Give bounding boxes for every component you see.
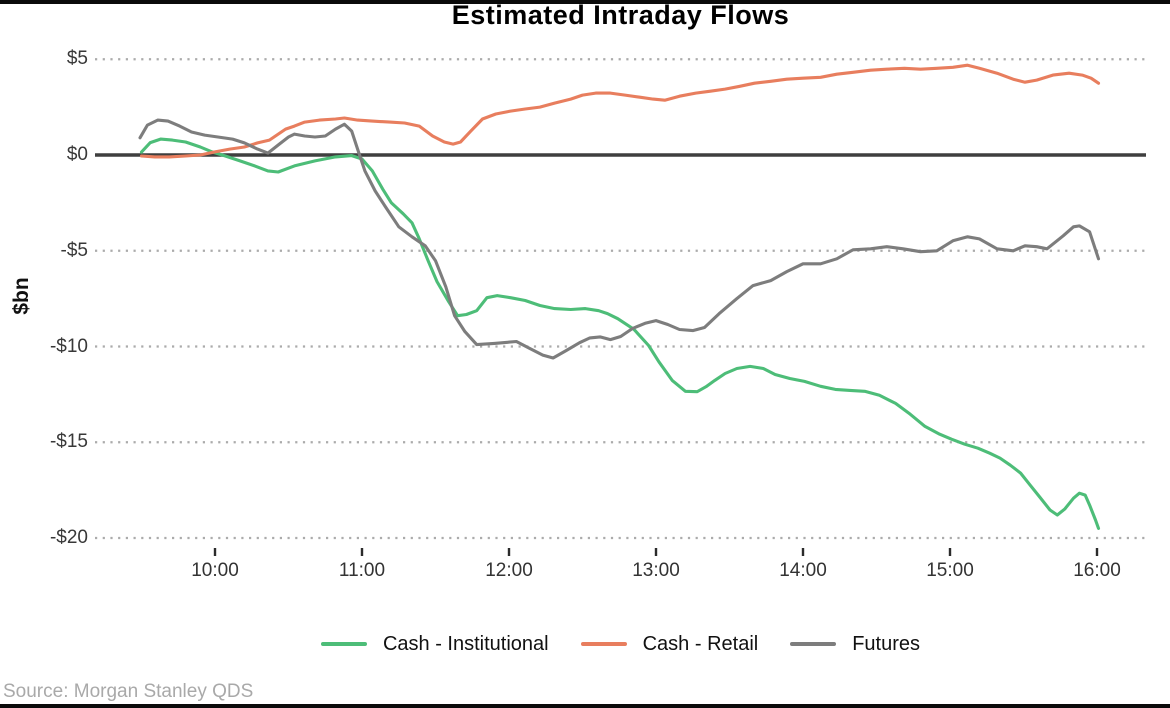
- legend-label: Futures: [852, 632, 921, 655]
- x-tick-label: 12:00: [485, 560, 533, 581]
- y-tick-label: -$20: [49, 527, 88, 548]
- x-tick-label: 16:00: [1073, 560, 1121, 581]
- series-line-2: [139, 63, 1101, 159]
- legend-item-futures: Futures: [790, 633, 920, 656]
- y-tick-label: $5: [66, 48, 88, 70]
- legend-label: Cash - Retail: [642, 632, 759, 655]
- y-tick-label: -$15: [49, 431, 88, 453]
- line-swatch-icon: [580, 642, 627, 646]
- legend-label: Cash - Institutional: [382, 632, 549, 655]
- chart-title: Estimated Intraday Flows: [451, 0, 790, 30]
- chart-legend: Cash - Institutional Cash - Retail Futur…: [95, 627, 1146, 661]
- line-swatch-icon: [790, 642, 837, 646]
- source-note: Source: Morgan Stanley QDS: [3, 681, 254, 702]
- legend-item-cash-institutional: Cash - Institutional: [320, 632, 549, 656]
- series-line-1: [139, 137, 1101, 530]
- x-tick-label: 13:00: [632, 560, 680, 581]
- x-tick-label: 14:00: [779, 560, 827, 581]
- y-axis-title: $bn: [10, 277, 33, 315]
- y-tick-label: $0: [66, 144, 88, 165]
- line-swatch-icon: [320, 642, 367, 646]
- x-tick-label: 10:00: [191, 560, 239, 581]
- y-tick-label: -$5: [60, 239, 88, 261]
- x-tick-label: 15:00: [926, 560, 974, 581]
- y-tick-label: -$10: [49, 335, 88, 357]
- legend-item-cash-retail: Cash - Retail: [580, 632, 759, 656]
- x-tick-label: 11:00: [338, 560, 386, 581]
- series-line-3: [138, 118, 1101, 360]
- top-border-rule: [0, 0, 1170, 4]
- bottom-border-rule: [0, 704, 1170, 708]
